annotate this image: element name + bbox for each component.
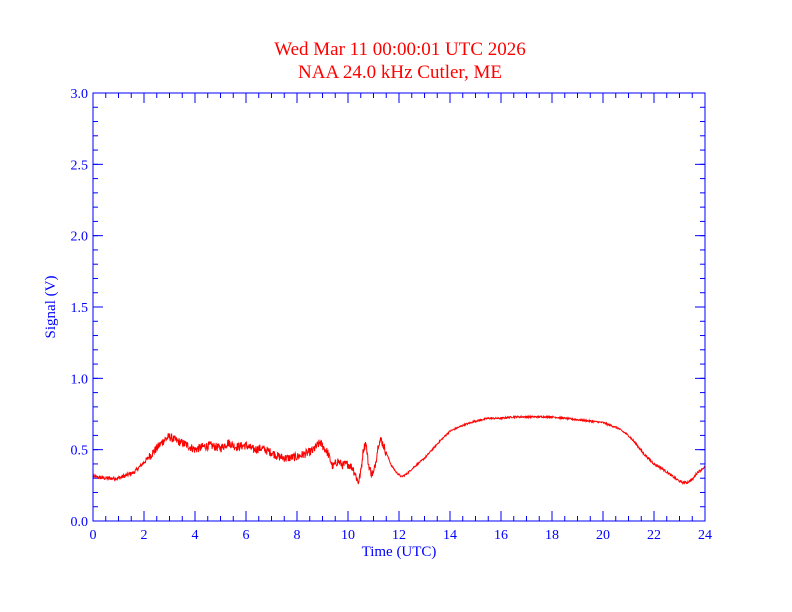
- x-tick-label: 24: [698, 528, 712, 543]
- chart-title: Wed Mar 11 00:00:01 UTC 2026: [274, 39, 526, 60]
- x-tick-label: 16: [494, 528, 508, 543]
- plot-frame: [92, 92, 706, 522]
- axis-ticks: [92, 92, 706, 522]
- x-tick-label: 12: [392, 528, 406, 543]
- series-layer: [92, 414, 706, 486]
- x-tick-label: 0: [90, 528, 97, 543]
- y-tick-label: 0.0: [71, 515, 89, 530]
- x-tick-label: 20: [596, 528, 610, 543]
- x-tick-label: 8: [294, 528, 301, 543]
- y-axis-label: Signal (V): [43, 276, 59, 339]
- y-tick-label: 3.0: [71, 87, 89, 102]
- x-tick-label: 6: [243, 528, 250, 543]
- x-tick-label: 2: [141, 528, 148, 543]
- x-axis-label: Time (UTC): [362, 544, 437, 560]
- y-tick-label: 0.5: [71, 444, 89, 459]
- y-tick-label: 1.5: [71, 301, 89, 316]
- tick-labels: 0 2 4 6 8 10 12 14 16 18 20 22 240.00.51.01.52.02.53…: [71, 87, 713, 543]
- x-tick-label: 10: [341, 528, 355, 543]
- y-tick-label: 2.5: [71, 158, 89, 173]
- x-tick-label: 14: [443, 528, 457, 543]
- x-tick-label: 22: [647, 528, 661, 543]
- x-tick-label: 4: [192, 528, 199, 543]
- chart-subtitle: NAA 24.0 kHz Cutler, ME: [298, 62, 502, 83]
- x-tick-label: 18: [545, 528, 559, 543]
- y-tick-label: 2.0: [71, 230, 89, 245]
- y-tick-label: 1.0: [71, 372, 89, 387]
- series-line-signal: [92, 414, 706, 486]
